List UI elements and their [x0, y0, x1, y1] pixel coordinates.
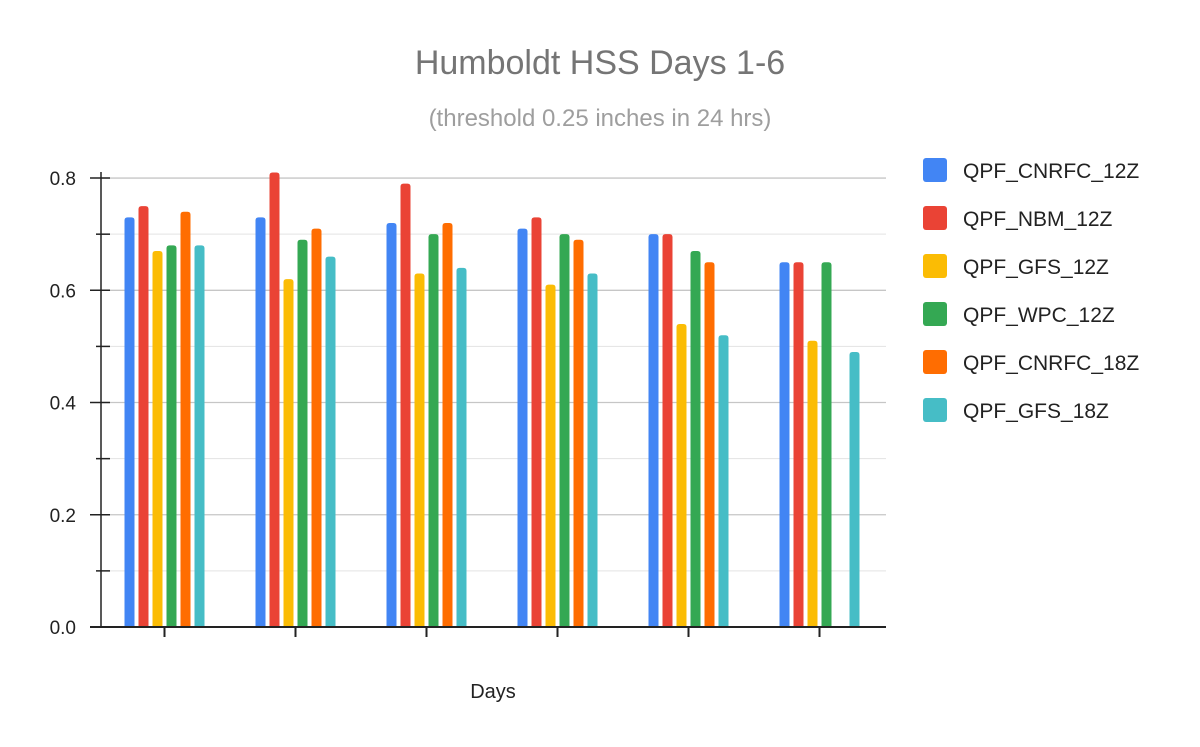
bar-qpf-nbm-12z-day-3: [400, 183, 411, 627]
legend-swatch: [923, 302, 947, 326]
legend-swatch: [923, 398, 947, 422]
bar-qpf-cnrfc-12z-day-3: [386, 222, 397, 627]
bars: [124, 172, 860, 628]
bar-qpf-wpc-12z-day-5: [690, 251, 701, 627]
bar-qpf-gfs-12z-day-4: [545, 284, 556, 627]
bar-qpf-wpc-12z-day-2: [297, 239, 308, 627]
bar-qpf-nbm-12z-day-1: [138, 206, 149, 627]
bar-qpf-gfs-12z-day-6: [807, 340, 818, 627]
legend-swatch: [923, 350, 947, 374]
y-tick-label: 0.0: [50, 618, 76, 639]
bar-qpf-nbm-12z-day-6: [793, 262, 804, 627]
bar-qpf-cnrfc-12z-day-4: [517, 228, 528, 628]
x-axis-label: Days: [470, 681, 516, 703]
axes: 0.0 0.2 0.4 0.6 0.8: [50, 169, 886, 639]
y-tick-label: 0.6: [50, 281, 76, 302]
legend-label: QPF_CNRFC_12Z: [963, 160, 1139, 183]
bar-qpf-nbm-12z-day-5: [662, 234, 673, 628]
legend-swatch: [923, 254, 947, 278]
bar-qpf-cnrfc-18z-day-3: [442, 222, 453, 627]
bar-qpf-cnrfc-18z-day-2: [311, 228, 322, 628]
bar-qpf-gfs-18z-day-5: [718, 335, 729, 627]
bar-qpf-cnrfc-12z-day-6: [779, 262, 790, 627]
bar-qpf-gfs-18z-day-4: [587, 273, 598, 627]
bar-qpf-nbm-12z-day-4: [531, 217, 542, 627]
y-tick-label: 0.8: [50, 169, 76, 190]
gridlines: [100, 177, 886, 572]
bar-qpf-cnrfc-12z-day-1: [124, 217, 135, 627]
chart-subtitle: (threshold 0.25 inches in 24 hrs): [429, 105, 772, 132]
bar-qpf-cnrfc-18z-day-1: [180, 211, 191, 627]
bar-qpf-cnrfc-12z-day-5: [648, 234, 659, 628]
y-tick-label: 0.4: [50, 394, 77, 415]
legend-label: QPF_CNRFC_18Z: [963, 352, 1139, 375]
bar-qpf-nbm-12z-day-2: [269, 172, 280, 627]
chart-title: Humboldt HSS Days 1-6: [415, 44, 785, 82]
legend-label: QPF_NBM_12Z: [963, 208, 1113, 231]
legend-label: QPF_GFS_12Z: [963, 256, 1109, 279]
legend-swatch: [923, 158, 947, 182]
bar-qpf-cnrfc-18z-day-5: [704, 262, 715, 627]
bar-qpf-gfs-12z-day-1: [152, 251, 163, 627]
bar-qpf-gfs-12z-day-2: [283, 279, 294, 627]
bar-qpf-wpc-12z-day-3: [428, 234, 439, 628]
bar-qpf-gfs-18z-day-3: [456, 267, 467, 627]
bar-qpf-wpc-12z-day-1: [166, 245, 177, 627]
legend-label: QPF_WPC_12Z: [963, 304, 1115, 327]
y-tick-label: 0.2: [50, 506, 76, 527]
legend-swatch: [923, 206, 947, 230]
bar-qpf-gfs-18z-day-1: [194, 245, 205, 627]
bar-qpf-gfs-12z-day-5: [676, 323, 687, 627]
legend-label: QPF_GFS_18Z: [963, 400, 1109, 423]
bar-qpf-cnrfc-12z-day-2: [255, 217, 266, 627]
bar-qpf-wpc-12z-day-6: [821, 262, 832, 627]
legend: QPF_CNRFC_12Z QPF_NBM_12Z QPF_GFS_12Z QPF_W…: [923, 158, 1139, 423]
bar-qpf-gfs-12z-day-3: [414, 273, 425, 627]
bar-qpf-gfs-18z-day-6: [849, 352, 860, 627]
bar-qpf-wpc-12z-day-4: [559, 234, 570, 628]
bar-qpf-cnrfc-18z-day-4: [573, 239, 584, 627]
bar-qpf-gfs-18z-day-2: [325, 256, 336, 627]
